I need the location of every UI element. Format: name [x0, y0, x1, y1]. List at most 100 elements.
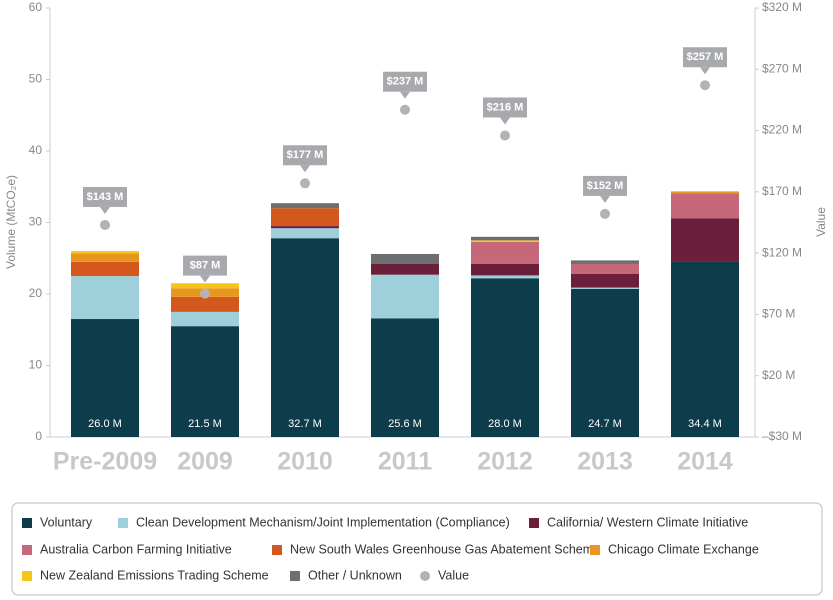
y2-tick-label: –$30 M: [762, 429, 802, 443]
value-point: [700, 80, 710, 91]
bar-segment: [471, 263, 539, 276]
x-tick-label: Pre-2009: [53, 448, 157, 476]
bar-segment: [71, 261, 139, 277]
legend-label: California/ Western Climate Initiative: [547, 515, 748, 529]
callout-label: $237 M: [387, 76, 424, 88]
value-point: [300, 178, 310, 189]
bar-segment: [171, 326, 239, 437]
y2-tick-label: $170 M: [762, 184, 802, 198]
bar-segment: [671, 261, 739, 437]
y-axis-label: Volume (MtCO₂e): [4, 175, 18, 269]
legend-label: New South Wales Greenhouse Gas Abatement…: [290, 542, 600, 556]
callout-pointer: [600, 195, 610, 203]
bar-segment: [471, 236, 539, 241]
value-point: [100, 219, 110, 230]
callout-box: [483, 97, 527, 118]
total-label: 25.6 M: [388, 418, 422, 430]
legend-label: New Zealand Emissions Trading Scheme: [40, 568, 269, 582]
legend-label: Other / Unknown: [308, 568, 402, 582]
callout-box: [383, 71, 427, 92]
value-point: [600, 208, 610, 219]
bar-segment: [571, 288, 639, 437]
bar-segment: [671, 218, 739, 262]
legend-label: Voluntary: [40, 515, 93, 529]
bar-segment: [671, 191, 739, 194]
callout-pointer: [300, 165, 310, 173]
x-tick-label: 2009: [177, 448, 233, 476]
legend-marker: [118, 518, 128, 528]
bar-segment: [371, 318, 439, 437]
bar-segment: [171, 296, 239, 312]
y-tick-label: 0: [35, 429, 42, 443]
callout-box: [83, 186, 127, 207]
x-tick-label: 2011: [378, 448, 432, 476]
y-tick-label: 40: [29, 143, 43, 157]
x-tick-label: 2013: [577, 448, 633, 476]
y2-tick-label: $120 M: [762, 245, 802, 259]
bar-segment: [671, 193, 739, 219]
legend-box: [11, 502, 823, 596]
bar-segment: [271, 208, 339, 227]
legend-marker: [22, 571, 32, 581]
y2-tick-label: $70 M: [762, 307, 795, 321]
y2-tick-label: $320 M: [762, 0, 802, 14]
legend-marker: [590, 545, 600, 555]
bar-segment: [471, 240, 539, 242]
callout-label: $143 M: [87, 191, 124, 203]
x-tick-label: 2014: [677, 448, 733, 476]
bar-segment: [271, 228, 339, 239]
y2-tick-label: $20 M: [762, 368, 795, 382]
bar-segment: [571, 273, 639, 288]
callout-pointer: [500, 117, 510, 125]
value-point: [400, 104, 410, 115]
total-label: 28.0 M: [488, 418, 522, 430]
bar-segment: [371, 253, 439, 264]
callout-pointer: [200, 275, 210, 283]
total-label: 32.7 M: [288, 418, 322, 430]
callout-box: [583, 175, 627, 196]
y-tick-label: 30: [29, 215, 43, 229]
legend-marker: [22, 518, 32, 528]
bar-segment: [171, 283, 239, 289]
legend-marker: [529, 518, 539, 528]
legend-marker: [290, 571, 300, 581]
total-label: 21.5 M: [188, 418, 222, 430]
y2-axis-label: Value: [814, 207, 828, 237]
y-tick-label: 50: [29, 72, 43, 86]
y2-tick-label: $270 M: [762, 61, 802, 75]
bar-segment: [471, 275, 539, 279]
y2-tick-label: $220 M: [762, 123, 802, 137]
x-tick-label: 2010: [277, 448, 333, 476]
bar-segment: [271, 226, 339, 229]
y-tick-label: 60: [29, 0, 43, 14]
value-point: [200, 288, 210, 299]
bar-segment: [671, 191, 739, 192]
callout-pointer: [400, 91, 410, 99]
callout-box: [283, 145, 327, 166]
legend-marker: [272, 545, 282, 555]
bar-segment: [571, 263, 639, 274]
bar-segment: [171, 311, 239, 327]
legend-marker: [22, 545, 32, 555]
y-tick-label: 20: [29, 286, 43, 300]
callout-box: [183, 255, 227, 276]
bar-segment: [571, 287, 639, 289]
callout-label: $152 M: [587, 180, 624, 192]
bar-segment: [271, 238, 339, 437]
legend-marker: [420, 571, 430, 581]
bar-segment: [71, 251, 139, 254]
value-point: [500, 130, 510, 141]
x-tick-label: 2012: [477, 448, 533, 476]
legend-label: Chicago Climate Exchange: [608, 542, 759, 556]
bar-segment: [271, 203, 339, 209]
callout-pointer: [100, 206, 110, 214]
legend-label: Value: [438, 568, 469, 582]
legend-label: Australia Carbon Farming Initiative: [40, 542, 232, 556]
bar-segment: [71, 253, 139, 262]
callout-label: $87 M: [190, 259, 221, 271]
callout-pointer: [700, 67, 710, 75]
total-label: 26.0 M: [88, 418, 122, 430]
callout-label: $177 M: [287, 149, 324, 161]
bar-segment: [471, 278, 539, 437]
